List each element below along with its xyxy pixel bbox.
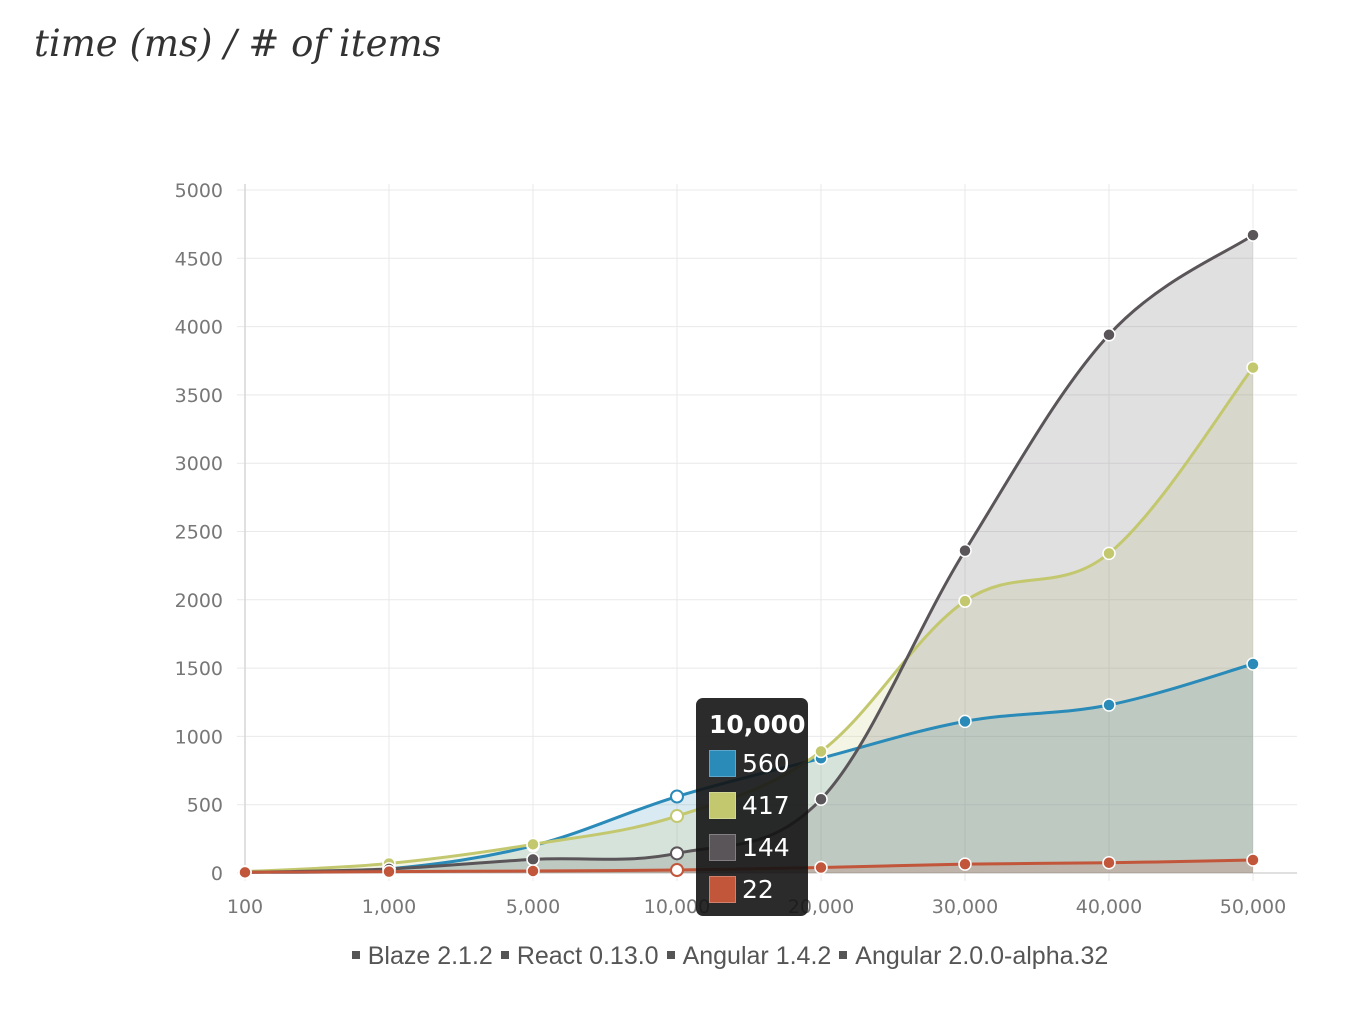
legend-label: Blaze 2.1.2 — [367, 942, 493, 970]
point-angular2[interactable] — [670, 862, 684, 877]
tooltip-swatch-react — [709, 792, 736, 819]
tooltip-swatch-blaze — [709, 750, 736, 777]
area-layer — [245, 235, 1253, 873]
point-react[interactable] — [1102, 546, 1116, 561]
point-react[interactable] — [526, 837, 540, 852]
legend-item-react[interactable]: React 0.13.0 — [500, 942, 659, 971]
point-angular2[interactable] — [1246, 853, 1260, 867]
tooltip-row-angular14: 144 — [709, 834, 790, 862]
point-angular14[interactable] — [1246, 228, 1260, 242]
point-react[interactable] — [670, 809, 684, 824]
legend-label: Angular 2.0.0-alpha.32 — [855, 942, 1109, 970]
y-tick-label: 5000 — [175, 180, 223, 202]
point-angular2[interactable] — [382, 864, 396, 879]
legend-swatch-icon — [839, 951, 848, 960]
point-blaze[interactable] — [1246, 657, 1260, 671]
point-react[interactable] — [958, 594, 972, 608]
grid-layer — [237, 184, 1297, 881]
point-angular2[interactable] — [526, 864, 540, 878]
tooltip-value-angular14: 144 — [742, 833, 790, 862]
y-tick-label: 1500 — [175, 658, 223, 680]
chart-legend: Blaze 2.1.2 React 0.13.0 Angular 1.4.2 Angu… — [0, 942, 1354, 971]
x-tick-label: 40,000 — [1076, 896, 1142, 918]
area-angular14 — [245, 235, 1253, 873]
legend-item-angular14[interactable]: Angular 1.4.2 — [666, 942, 832, 971]
y-tick-label: 4500 — [175, 248, 223, 270]
point-angular14[interactable] — [814, 792, 828, 806]
tooltip-value-react: 417 — [742, 791, 790, 820]
point-angular2[interactable] — [958, 857, 972, 871]
x-tick-label: 50,000 — [1220, 896, 1286, 918]
x-tick-label: 10,000 — [644, 896, 710, 918]
tooltip-swatch-angular2 — [709, 876, 736, 903]
legend-swatch-icon — [666, 951, 675, 960]
x-tick-label: 100 — [227, 896, 263, 918]
y-tick-label: 2000 — [175, 590, 223, 612]
legend-label: Angular 1.4.2 — [682, 942, 832, 970]
legend-label: React 0.13.0 — [516, 942, 659, 970]
point-blaze[interactable] — [670, 789, 684, 804]
page-title: time (ms) / # of items — [34, 22, 442, 65]
area-react — [245, 367, 1253, 873]
point-react[interactable] — [814, 744, 828, 759]
point-angular14[interactable] — [958, 543, 972, 558]
data-tooltip: 10,000 560 417 144 22 — [696, 698, 808, 916]
legend-swatch-icon — [500, 951, 509, 960]
x-tick-label: 1,000 — [362, 896, 416, 918]
tooltip-row-blaze: 560 — [709, 750, 790, 778]
area-angular2 — [245, 860, 1253, 873]
tooltip-value-angular2: 22 — [742, 875, 774, 904]
point-angular14[interactable] — [526, 852, 540, 867]
y-tick-label: 2500 — [175, 522, 223, 544]
point-blaze[interactable] — [958, 714, 972, 729]
legend-swatch-icon — [351, 951, 360, 960]
legend-item-angular2[interactable]: Angular 2.0.0-alpha.32 — [839, 942, 1108, 971]
area-blaze — [245, 664, 1253, 873]
point-angular14[interactable] — [670, 846, 684, 861]
x-tick-label: 30,000 — [932, 896, 998, 918]
point-angular14[interactable] — [1102, 328, 1116, 342]
tooltip-row-react: 417 — [709, 792, 790, 820]
tooltip-row-angular2: 22 — [709, 876, 774, 904]
y-tick-label: 3500 — [175, 385, 223, 407]
y-tick-label: 4000 — [175, 317, 223, 339]
y-tick-label: 3000 — [175, 453, 223, 475]
point-angular2[interactable] — [238, 865, 252, 880]
legend-item-blaze[interactable]: Blaze 2.1.2 — [351, 942, 493, 971]
tick-label-layer: 0 500 1000 1500 2000 2500 3000 3500 4000 4500 5000… — [175, 180, 1287, 918]
point-blaze[interactable] — [1102, 698, 1116, 712]
y-tick-label: 500 — [187, 795, 223, 817]
tooltip-swatch-angular14 — [709, 834, 736, 861]
tooltip-value-blaze: 560 — [742, 749, 790, 778]
point-layer[interactable] — [238, 228, 1260, 880]
point-react[interactable] — [1246, 360, 1260, 375]
y-tick-label: 1000 — [175, 726, 223, 748]
y-tick-label: 0 — [211, 863, 223, 885]
tooltip-title: 10,000 — [709, 710, 806, 739]
point-angular2[interactable] — [1102, 856, 1116, 870]
x-tick-label: 5,000 — [506, 896, 560, 918]
point-angular2[interactable] — [814, 860, 828, 875]
